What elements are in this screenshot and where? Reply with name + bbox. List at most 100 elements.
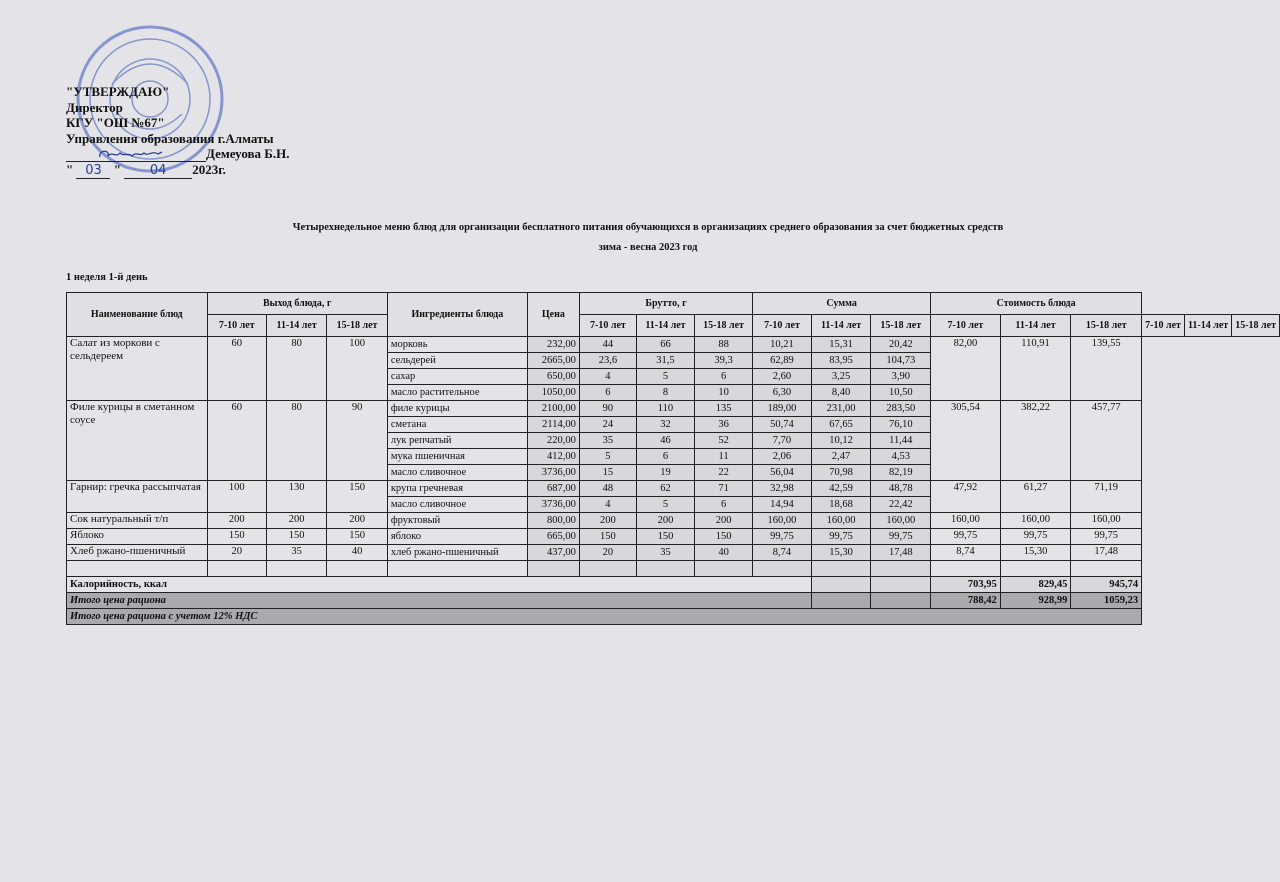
header-age: 7-10 лет [206, 314, 267, 337]
ingredient-brutto: 24 [578, 416, 637, 433]
calories-value: 703,95 [930, 576, 1001, 593]
ingredient-sum: 7,70 [752, 432, 812, 449]
dish-yield: 35 [265, 544, 328, 561]
ingredient-price: 220,00 [526, 432, 580, 449]
ingredient-price: 2114,00 [526, 416, 580, 433]
ingredient-brutto: 31,5 [635, 352, 696, 369]
dish-yield: 90 [326, 400, 388, 481]
ingredient-sum: 14,94 [752, 496, 812, 513]
dish-cost: 110,91 [999, 336, 1072, 401]
ingredient-sum: 56,04 [752, 464, 812, 481]
ingredient-sum: 6,30 [752, 384, 812, 401]
ingredient-brutto: 200 [578, 512, 637, 529]
header-dish: Наименование блюд [66, 292, 208, 337]
dish-yield: 130 [265, 480, 328, 513]
ingredient-name: масло сливочное [386, 496, 528, 513]
dish-yield: 80 [265, 400, 328, 481]
ingredient-price: 3736,00 [526, 464, 580, 481]
ingredient-brutto: 35 [635, 544, 696, 561]
table-row: Хлеб ржано-пшеничный 20 35 40 хлеб ржано-пше… [66, 544, 1280, 561]
ingredient-brutto: 32 [635, 416, 696, 433]
ingredient-sum: 104,73 [870, 352, 932, 369]
total-value: 1059,23 [1070, 592, 1143, 609]
ingredient-sum: 22,42 [870, 496, 932, 513]
dish-name: Сок натуральный т/п [66, 512, 208, 529]
header-age: 7-10 лет [930, 314, 1001, 337]
approval-year: 2023г. [192, 161, 226, 177]
ingredient-sum: 8,74 [752, 544, 812, 561]
ingredient-name: морковь [386, 336, 528, 353]
empty-cell [870, 592, 932, 609]
ingredient-name: лук репчатый [386, 432, 528, 449]
ingredient-brutto: 44 [578, 336, 637, 353]
ingredient-sum: 4,53 [870, 448, 932, 465]
ingredient-sum: 231,00 [810, 400, 872, 417]
ingredient-sum: 99,75 [870, 528, 932, 545]
ingredient-sum: 11,44 [870, 432, 932, 449]
ingredient-brutto: 39,3 [693, 352, 754, 369]
dish-cost: 47,92 [930, 480, 1001, 513]
dish-cost: 15,30 [999, 544, 1072, 561]
dish-cost: 139,55 [1070, 336, 1143, 401]
table-row: сельдерей 2665,00 23,6 31,5 39,3 62,89 83,95 10… [67, 352, 1280, 369]
ingredient-sum: 20,42 [870, 336, 932, 353]
ingredient-name: фруктовый [386, 512, 528, 529]
ingredient-sum: 83,95 [810, 352, 872, 369]
empty-cell [693, 560, 754, 577]
dish-cost: 457,77 [1070, 400, 1143, 481]
header-age: 11-14 лет [635, 314, 696, 337]
empty-cell [526, 560, 580, 577]
ingredient-price: 687,00 [526, 480, 580, 497]
ingredient-brutto: 22 [693, 464, 754, 481]
ingredient-brutto: 19 [635, 464, 696, 481]
ingredient-sum: 160,00 [870, 512, 932, 529]
dish-yield: 100 [326, 336, 388, 401]
dish-cost: 8,74 [930, 544, 1001, 561]
dish-yield: 20 [206, 544, 267, 561]
dish-name: Салат из моркови с сельдереем [66, 336, 208, 401]
header-price: Цена [526, 292, 580, 337]
approval-position: Директор [66, 99, 123, 115]
ingredient-name: масло растительное [386, 384, 528, 401]
ingredient-brutto: 46 [635, 432, 696, 449]
header-age: 7-10 лет [578, 314, 637, 337]
dish-cost: 99,75 [1070, 528, 1143, 545]
header-age: 11-14 лет [265, 314, 328, 337]
dish-name: Гарнир: гречка рассыпчатая [66, 480, 208, 513]
ingredient-sum: 99,75 [752, 528, 812, 545]
total-value: 788,42 [930, 592, 1001, 609]
ingredient-name: крупа гречневая [386, 480, 528, 497]
ingredient-sum: 15,31 [810, 336, 872, 353]
ingredient-sum: 10,21 [752, 336, 812, 353]
dish-cost: 82,00 [930, 336, 1001, 401]
header-cost: Стоимость блюда [930, 292, 1143, 315]
ingredient-brutto: 150 [635, 528, 696, 545]
ingredient-name: филе курицы [386, 400, 528, 417]
table-row: Филе курицы в сметанном соусе 60 80 90 филе … [66, 400, 1280, 481]
dish-cost: 99,75 [999, 528, 1072, 545]
ingredient-brutto: 20 [578, 544, 637, 561]
table-row: Салат из моркови с сельдереем 60 80 100 морк… [66, 336, 1280, 401]
ingredient-price: 437,00 [526, 544, 580, 561]
official-stamp [76, 25, 224, 173]
ingredient-price: 2665,00 [526, 352, 580, 369]
header-ingredients: Ингредиенты блюда [386, 292, 528, 337]
calories-value: 829,45 [999, 576, 1072, 593]
ingredient-sum: 42,59 [810, 480, 872, 497]
dish-yield: 150 [206, 528, 267, 545]
dish-name: Хлеб ржано-пшеничный [66, 544, 208, 561]
dish-cost: 160,00 [999, 512, 1072, 529]
empty-row [66, 560, 1280, 577]
approval-dept: Управления образования г.Алматы [66, 130, 274, 146]
empty-cell [326, 560, 388, 577]
dish-yield: 60 [206, 400, 267, 481]
ingredient-brutto: 35 [578, 432, 637, 449]
ingredient-brutto: 200 [693, 512, 754, 529]
ingredient-price: 412,00 [526, 448, 580, 465]
ingredient-brutto: 8 [635, 384, 696, 401]
ingredient-sum: 283,50 [870, 400, 932, 417]
calories-value: 945,74 [1070, 576, 1143, 593]
dish-cost: 61,27 [999, 480, 1072, 513]
signature-line [66, 148, 206, 162]
ingredient-sum: 82,19 [870, 464, 932, 481]
